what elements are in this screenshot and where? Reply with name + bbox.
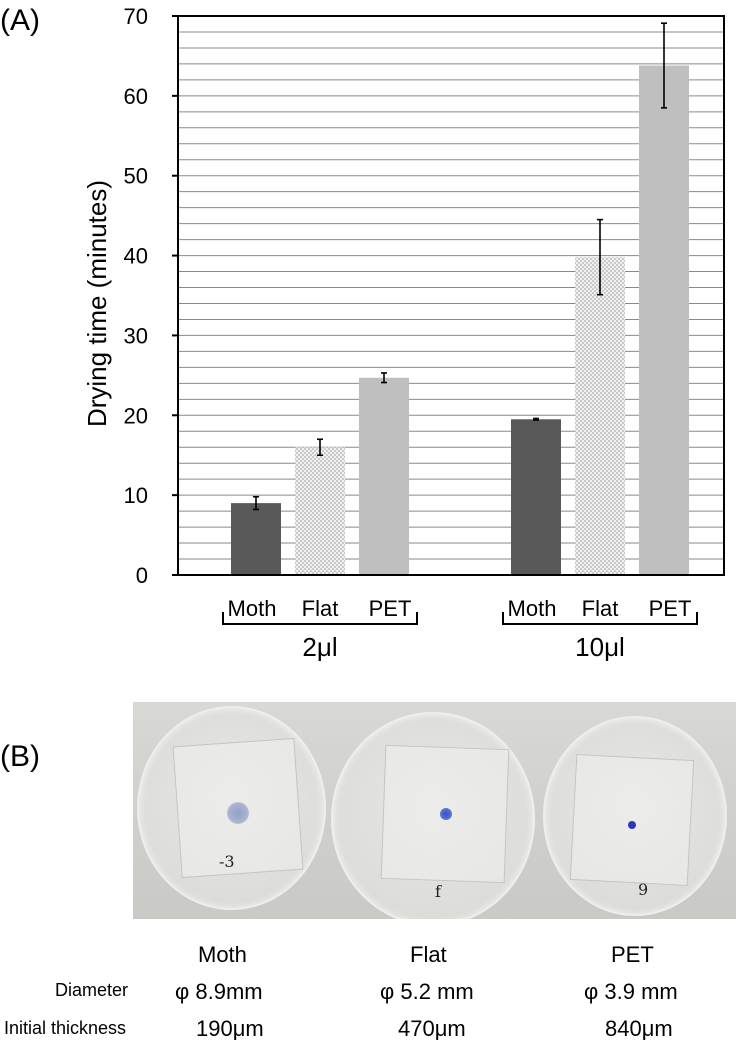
y-tick-label: 10 xyxy=(124,483,148,508)
category-label-pet: PET xyxy=(369,596,412,621)
table-header-flat: Flat xyxy=(410,942,447,967)
sample-mark-moth: -3 xyxy=(219,852,235,871)
group-label: 2μl xyxy=(302,632,337,662)
y-tick-label: 70 xyxy=(124,4,148,29)
bar-pet-group1 xyxy=(359,377,409,575)
water-droplet-flat xyxy=(440,808,452,820)
y-tick-label: 0 xyxy=(136,563,148,588)
plot-frame xyxy=(177,15,725,576)
thickness-flat: 470μm xyxy=(398,1016,466,1041)
diameter-moth: φ 8.9mm xyxy=(175,979,263,1004)
panel-a-label: (A) xyxy=(0,4,40,37)
row-label-diameter: Diameter xyxy=(55,980,129,1000)
table-header-moth: Moth xyxy=(198,942,247,967)
y-tick-label: 50 xyxy=(124,164,148,189)
bar-flat-group2 xyxy=(575,257,625,575)
bar-moth-group2 xyxy=(511,419,561,575)
petri-dish-photo: -3 f 9 xyxy=(133,702,736,919)
category-label-pet: PET xyxy=(649,596,692,621)
y-tick-label: 30 xyxy=(124,323,148,348)
category-label-flat: Flat xyxy=(302,596,339,621)
sample-mark-flat: f xyxy=(435,882,441,901)
category-label-flat: Flat xyxy=(582,596,619,621)
film-sample-pet xyxy=(569,753,695,887)
bar-moth-group1 xyxy=(231,503,281,575)
panel-b-label: (B) xyxy=(0,740,40,773)
water-droplet-moth xyxy=(227,802,249,824)
table-header-pet: PET xyxy=(611,942,654,967)
y-axis-label: Drying time (minutes) xyxy=(82,180,112,427)
thickness-pet: 840μm xyxy=(605,1016,673,1041)
y-tick-label: 20 xyxy=(124,403,148,428)
category-label-moth: Moth xyxy=(228,596,277,621)
bar-flat-group1 xyxy=(295,447,345,575)
bar-pet-group2 xyxy=(639,65,689,576)
category-label-moth: Moth xyxy=(508,596,557,621)
group-bracket xyxy=(502,612,698,625)
y-tick-label: 40 xyxy=(124,244,148,269)
bar-chart: 0 10 20 30 40 50 60 70 Drying time (minutes) Moth… xyxy=(82,4,725,662)
diameter-pet: φ 3.9 mm xyxy=(584,979,678,1004)
thickness-moth: 190μm xyxy=(196,1016,264,1041)
group-label: 10μl xyxy=(575,632,625,662)
y-tick-label: 60 xyxy=(124,84,148,109)
sample-mark-pet: 9 xyxy=(638,880,649,899)
row-label-initial-thickness: Initial thickness xyxy=(4,1018,127,1038)
diameter-flat: φ 5.2 mm xyxy=(380,979,474,1004)
group-bracket xyxy=(222,612,418,625)
water-droplet-pet xyxy=(628,821,636,829)
